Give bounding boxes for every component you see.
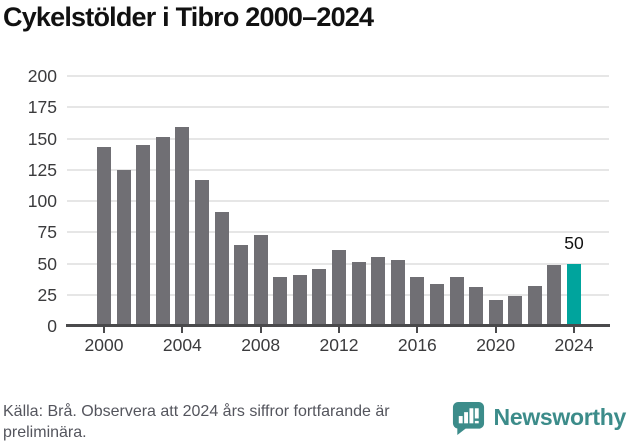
x-axis-line xyxy=(66,324,610,327)
bar-2017 xyxy=(429,283,444,326)
x-tick xyxy=(416,327,419,333)
y-tick-label: 125 xyxy=(27,159,57,180)
y-tick-label: 50 xyxy=(37,253,57,274)
bar-chart-speech-bubble-icon xyxy=(452,401,484,435)
bar-2001 xyxy=(116,169,131,326)
bar-2018 xyxy=(449,277,464,326)
y-tick-label: 100 xyxy=(27,191,57,211)
x-tick-label: 2016 xyxy=(397,335,437,355)
x-tick xyxy=(259,327,262,333)
x-tick-label: 2020 xyxy=(476,335,516,355)
bar-2004 xyxy=(175,127,190,326)
x-tick xyxy=(573,327,575,333)
highlight-value-label: 50 xyxy=(564,233,584,253)
gridline xyxy=(67,231,609,234)
bar-2003 xyxy=(155,137,170,326)
brand-logo: Newsworthy xyxy=(451,400,626,435)
x-tick xyxy=(338,327,340,333)
bar-2015 xyxy=(390,259,405,326)
x-tick xyxy=(103,327,105,333)
gridline xyxy=(67,168,609,171)
gridline xyxy=(67,137,609,140)
y-tick-label: 200 xyxy=(27,66,57,86)
y-tick-label: 0 xyxy=(47,316,57,336)
bar-2022 xyxy=(527,286,542,326)
bar-2013 xyxy=(351,262,366,326)
y-tick-label: 75 xyxy=(37,222,57,243)
bar-2019 xyxy=(469,287,484,326)
x-tick xyxy=(181,327,184,333)
bar-2008 xyxy=(253,234,268,326)
bar-2000 xyxy=(97,147,111,326)
source-note: Källa: Brå. Observera att 2024 års siffr… xyxy=(3,403,390,441)
bars xyxy=(97,75,581,326)
x-tick-label: 2008 xyxy=(241,335,281,355)
y-tick-label: 25 xyxy=(37,284,57,305)
bar-2014 xyxy=(371,257,386,326)
page-title: Cykelstölder i Tibro 2000–2024 xyxy=(3,2,374,32)
bar-2007 xyxy=(234,244,249,326)
x-tick-label: 2000 xyxy=(84,335,124,355)
bar-2011 xyxy=(312,268,327,326)
bar-2006 xyxy=(214,212,229,326)
bar-2021 xyxy=(508,296,523,326)
bar-2009 xyxy=(273,277,288,326)
bar-2010 xyxy=(292,274,307,326)
y-tick-label: 175 xyxy=(27,97,57,118)
gridline xyxy=(67,200,609,202)
bar-2005 xyxy=(194,179,209,326)
x-tick xyxy=(494,327,497,333)
bar-2016 xyxy=(410,277,425,326)
bar-2002 xyxy=(136,144,151,326)
x-tick-label: 2004 xyxy=(162,335,202,355)
bar-2023 xyxy=(547,264,562,326)
x-tick-label: 2024 xyxy=(554,335,594,355)
bar-2024 xyxy=(567,263,581,326)
x-tick-label: 2012 xyxy=(319,335,359,355)
y-axis-labels: 0 25 50 75 100 125 150 175 200 xyxy=(12,66,57,336)
gridline xyxy=(67,106,609,109)
brand-name: Newsworthy xyxy=(493,404,627,430)
gridline xyxy=(67,75,609,77)
y-tick-label: 150 xyxy=(27,128,57,149)
bar-2020 xyxy=(488,299,503,326)
bar-2012 xyxy=(332,249,346,326)
